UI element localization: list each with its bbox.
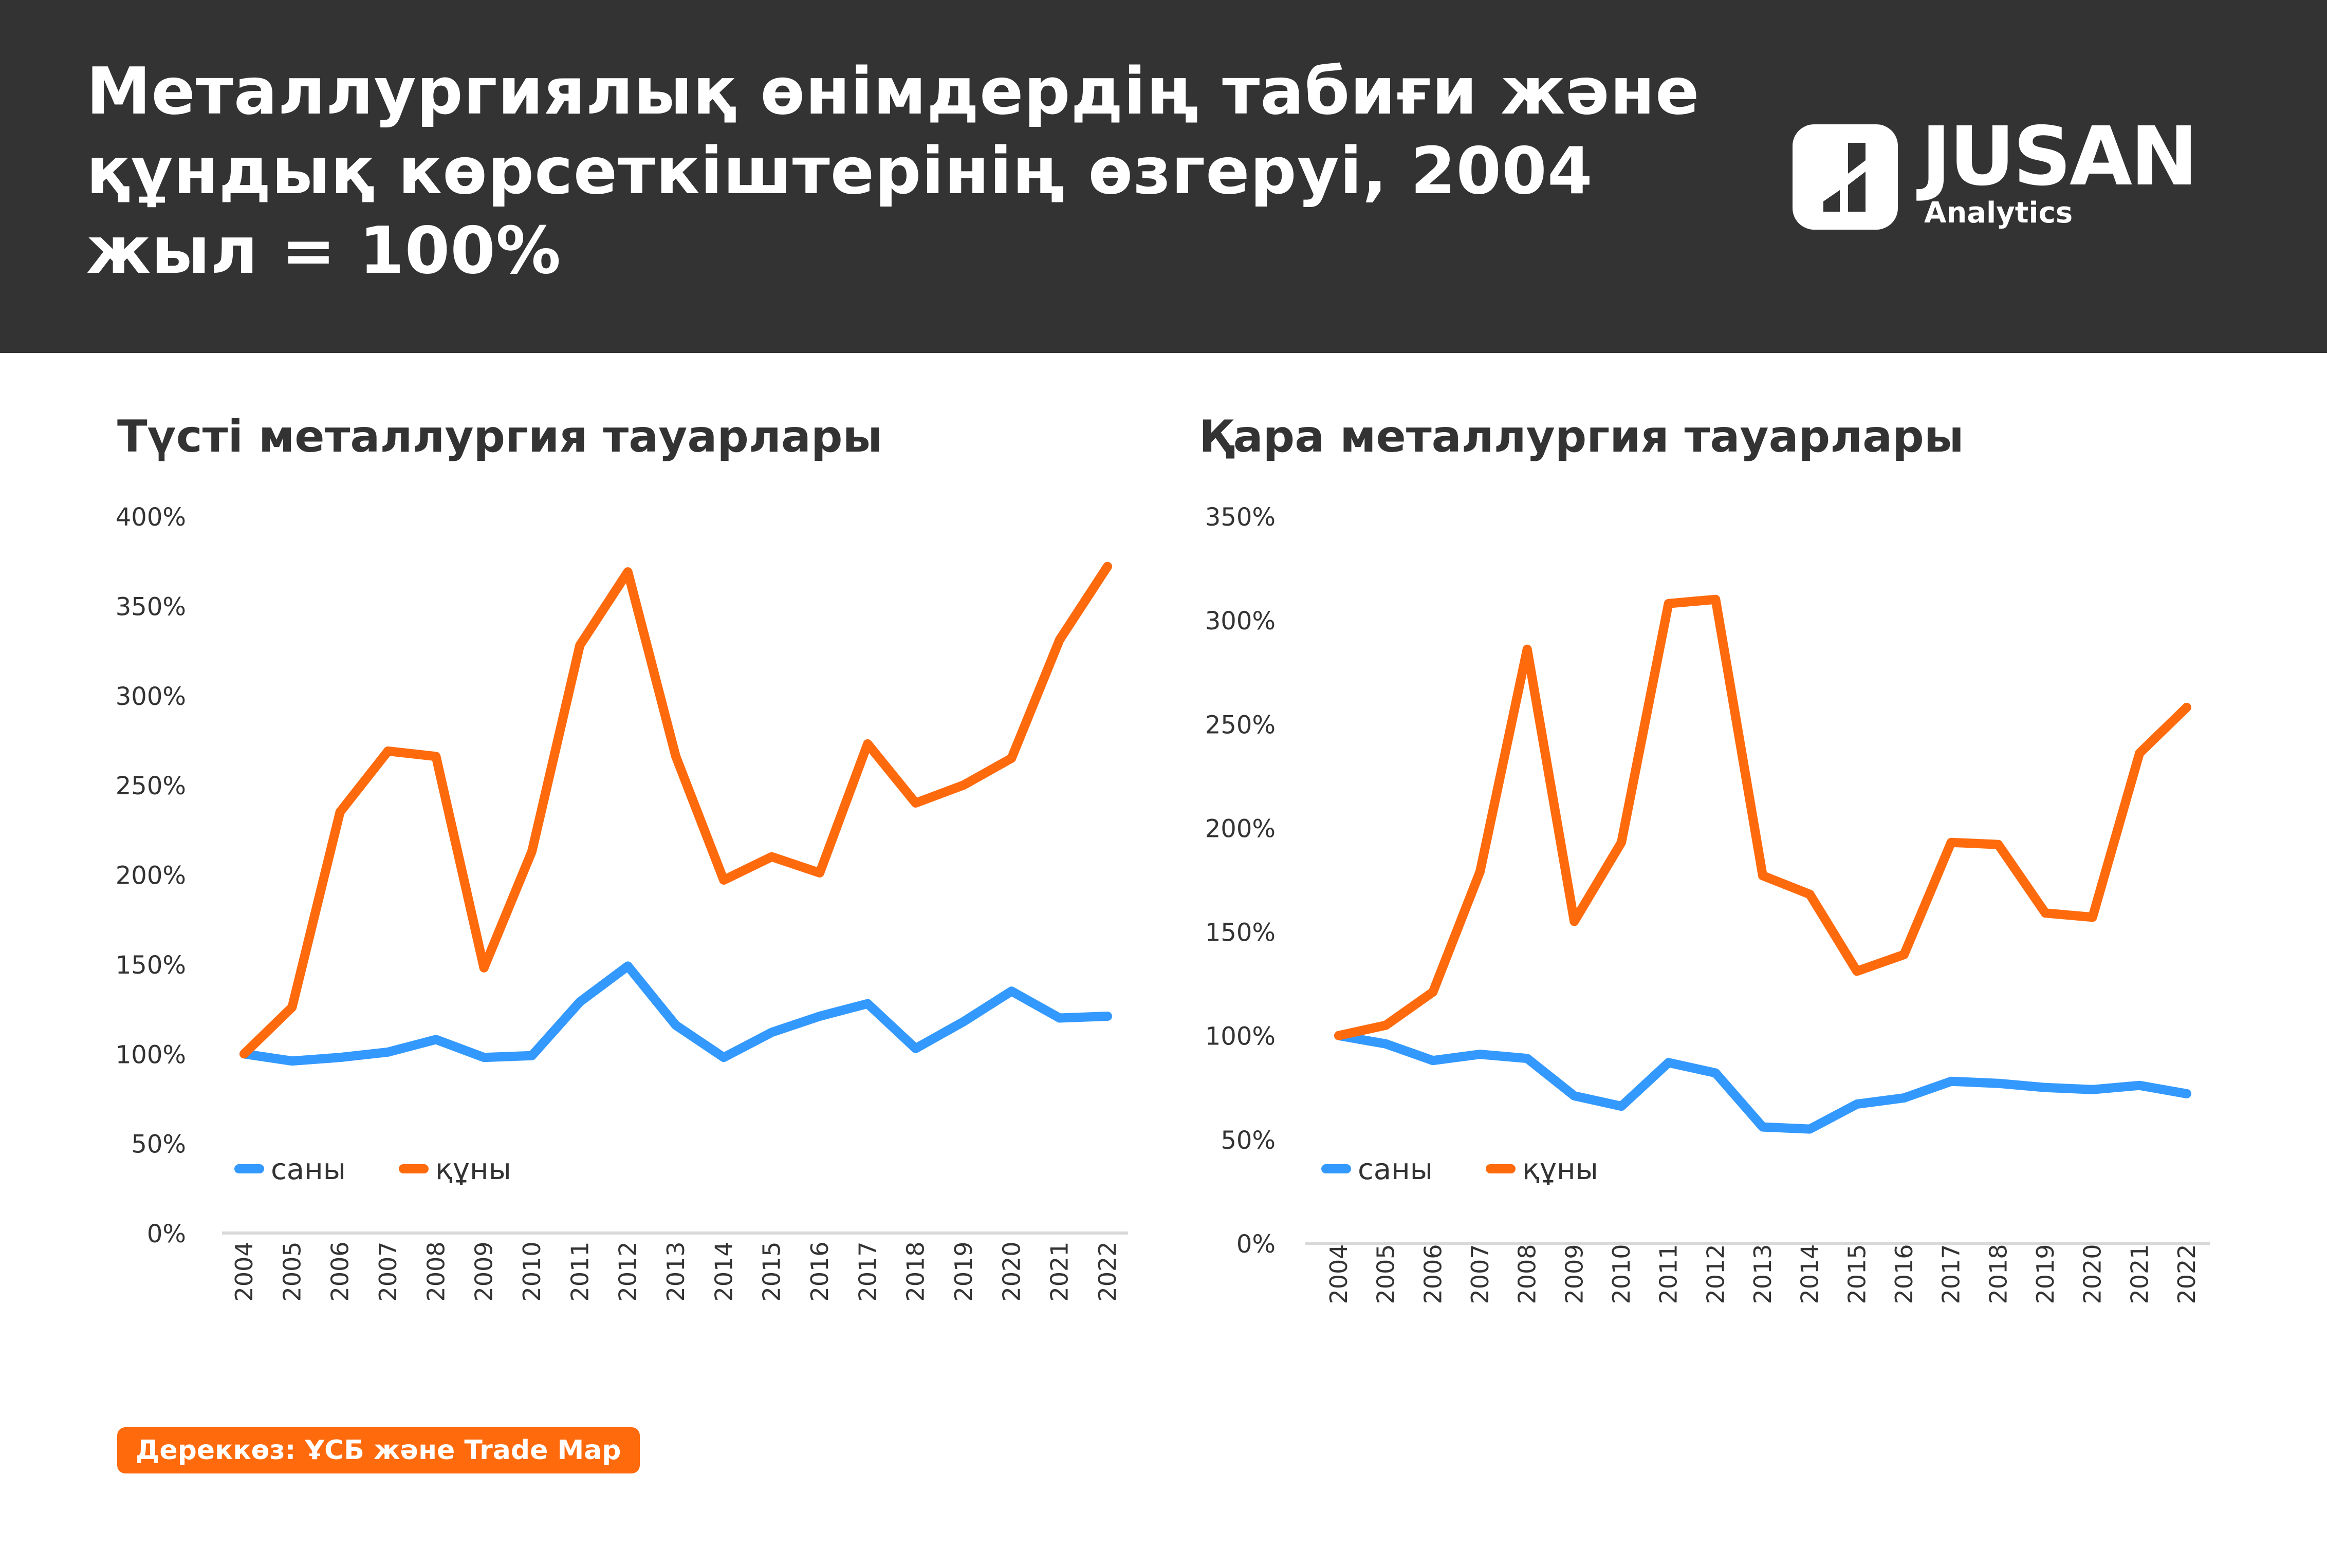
series-line-nonferrous-0 — [239, 961, 1112, 1066]
chart-title-ferrous: Қара металлургия тауарлары — [1199, 411, 1964, 462]
x-tick-label-nonferrous: 2008 — [422, 1241, 450, 1301]
x-tick-label-nonferrous: 2006 — [326, 1241, 354, 1301]
x-tick-label-ferrous: 2020 — [2079, 1244, 2107, 1304]
x-tick-label-ferrous: 2019 — [2031, 1244, 2059, 1304]
x-tick-label-nonferrous: 2022 — [1094, 1241, 1121, 1301]
x-tick-label-ferrous: 2017 — [1937, 1244, 1965, 1304]
x-tick-label-ferrous: 2013 — [1749, 1244, 1777, 1304]
x-tick-label-ferrous: 2004 — [1325, 1244, 1353, 1304]
x-tick-label-ferrous: 2005 — [1372, 1244, 1400, 1304]
y-tick-label-ferrous: 200% — [1205, 814, 1276, 843]
y-tick-label-nonferrous: 150% — [116, 951, 186, 980]
y-tick-label-nonferrous: 250% — [116, 772, 186, 800]
x-tick-label-ferrous: 2008 — [1513, 1244, 1541, 1304]
y-tick-label-nonferrous: 300% — [116, 682, 186, 711]
series-line-ferrous-1 — [1334, 594, 2191, 1040]
y-tick-label-nonferrous: 0% — [147, 1220, 186, 1248]
y-tick-label-nonferrous: 400% — [116, 503, 186, 532]
x-tick-label-ferrous: 2009 — [1560, 1244, 1588, 1304]
x-tick-label-nonferrous: 2014 — [710, 1241, 737, 1301]
series-line-ferrous-0 — [1334, 1031, 2191, 1134]
legend-label-nonferrous-1: құны — [435, 1153, 511, 1186]
x-tick-label-nonferrous: 2009 — [470, 1241, 498, 1301]
x-tick-label-ferrous: 2021 — [2126, 1244, 2153, 1304]
x-tick-label-nonferrous: 2004 — [230, 1241, 258, 1301]
x-tick-label-nonferrous: 2012 — [614, 1241, 642, 1301]
logo-subtitle: Analytics — [1924, 196, 2073, 230]
x-tick-label-nonferrous: 2005 — [278, 1241, 306, 1301]
x-tick-label-ferrous: 2007 — [1466, 1244, 1494, 1304]
x-tick-label-nonferrous: 2013 — [662, 1241, 690, 1301]
x-tick-label-nonferrous: 2015 — [758, 1241, 786, 1301]
y-tick-label-ferrous: 50% — [1221, 1126, 1276, 1155]
jusan-logo: JUSAN Analytics — [1793, 113, 2204, 235]
x-tick-label-nonferrous: 2018 — [902, 1241, 930, 1301]
x-tick-label-ferrous: 2006 — [1419, 1244, 1447, 1304]
y-tick-label-ferrous: 0% — [1236, 1230, 1276, 1259]
y-tick-label-nonferrous: 200% — [116, 862, 186, 890]
x-tick-label-ferrous: 2011 — [1655, 1244, 1683, 1304]
x-tick-label-nonferrous: 2011 — [566, 1241, 594, 1301]
x-tick-label-nonferrous: 2021 — [1046, 1241, 1074, 1301]
x-tick-label-ferrous: 2022 — [2173, 1244, 2201, 1304]
chart-title-nonferrous: Түсті металлургия тауарлары — [117, 411, 883, 462]
x-tick-label-nonferrous: 2016 — [806, 1241, 834, 1301]
logo-name: JUSAN — [1921, 109, 2198, 204]
y-tick-label-ferrous: 100% — [1205, 1022, 1276, 1051]
source-badge: Дереккөз: ҰСБ және Trade Map — [117, 1427, 640, 1473]
series-line-nonferrous-1 — [239, 562, 1112, 1059]
x-tick-label-nonferrous: 2007 — [374, 1241, 402, 1301]
y-tick-label-nonferrous: 100% — [116, 1040, 186, 1069]
x-tick-label-ferrous: 2014 — [1796, 1244, 1824, 1304]
x-tick-label-nonferrous: 2017 — [854, 1241, 881, 1301]
legend-label-ferrous-1: құны — [1522, 1153, 1598, 1186]
page-title: Металлургиялық өнімдердің табиғи және құ… — [86, 53, 1700, 288]
logo-mark-icon — [1793, 124, 1898, 230]
legend-label-nonferrous-0: саны — [271, 1153, 346, 1186]
x-tick-label-ferrous: 2012 — [1702, 1244, 1729, 1304]
x-tick-label-ferrous: 2016 — [1890, 1244, 1918, 1304]
x-tick-label-ferrous: 2010 — [1608, 1244, 1635, 1304]
y-tick-label-ferrous: 350% — [1205, 503, 1276, 532]
x-tick-label-nonferrous: 2019 — [950, 1241, 977, 1301]
x-tick-label-ferrous: 2018 — [1984, 1244, 2012, 1304]
y-tick-label-ferrous: 300% — [1205, 607, 1276, 636]
header-bar: Металлургиялық өнімдердің табиғи және құ… — [0, 0, 2327, 353]
y-tick-label-ferrous: 150% — [1205, 919, 1276, 947]
x-tick-label-nonferrous: 2020 — [998, 1241, 1025, 1301]
y-tick-label-nonferrous: 350% — [116, 592, 186, 621]
x-tick-label-ferrous: 2015 — [1843, 1244, 1871, 1304]
y-tick-label-nonferrous: 50% — [131, 1130, 186, 1159]
legend-label-ferrous-0: саны — [1358, 1153, 1433, 1186]
x-tick-label-nonferrous: 2010 — [518, 1241, 546, 1301]
y-tick-label-ferrous: 250% — [1205, 711, 1276, 739]
